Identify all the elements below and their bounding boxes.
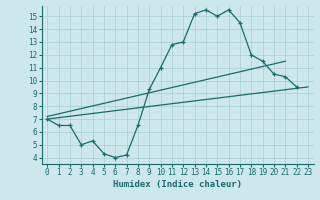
X-axis label: Humidex (Indice chaleur): Humidex (Indice chaleur) [113,180,242,189]
